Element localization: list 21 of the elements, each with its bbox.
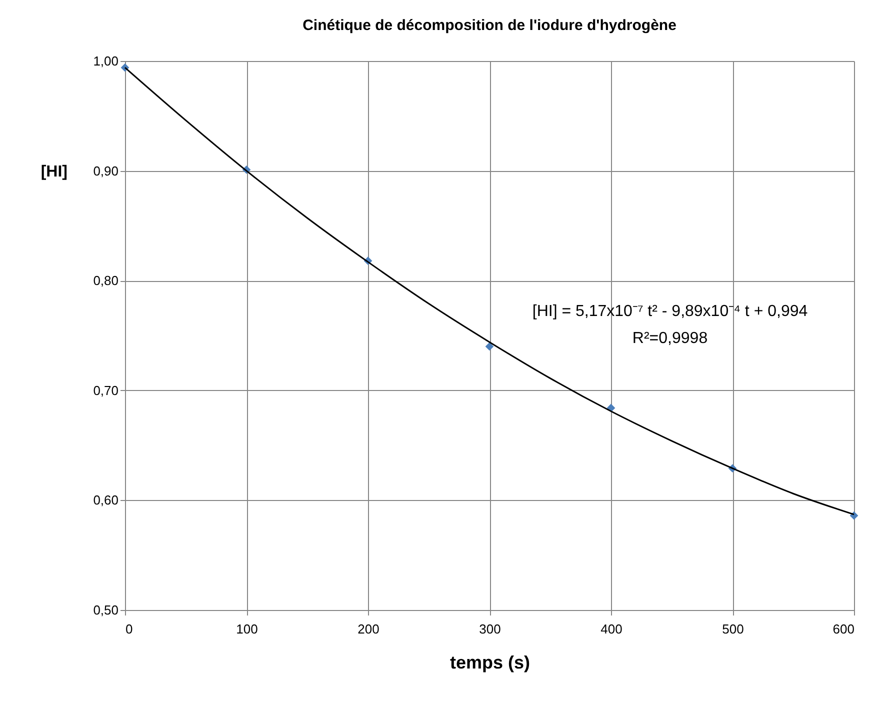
x-tick-label: 400 [600,622,622,636]
chart-title: Cinétique de décomposition de l'iodure d'hydrogène [302,17,676,34]
x-tick-label: 100 [236,622,258,636]
x-tick-label: 600 [832,622,854,636]
x-tick-label: 200 [358,622,380,636]
y-tick-label: 0,60 [93,492,118,508]
point [850,511,858,520]
x-tick-label: 300 [479,622,501,636]
point [606,404,616,412]
x-tick-label: 500 [722,622,744,636]
y-tick-label: 0,80 [93,273,118,288]
y-tick-label: 1,00 [93,54,118,68]
x-tick-label: 0 [126,622,133,636]
y-tick-label: 0,50 [93,602,118,618]
y-axis-title: [HI] [40,164,68,180]
y-tick-label: 0,70 [93,382,118,398]
annotation: [HI] = 5,17x10⁻⁷ t² - 9,89x10⁻⁴ t + 0,994 [532,303,808,320]
y-tick-label: 0,90 [93,163,118,178]
annotation: R²=0,9998 [632,330,708,347]
x-axis-title: temps (s) [450,652,530,672]
point [485,342,494,351]
